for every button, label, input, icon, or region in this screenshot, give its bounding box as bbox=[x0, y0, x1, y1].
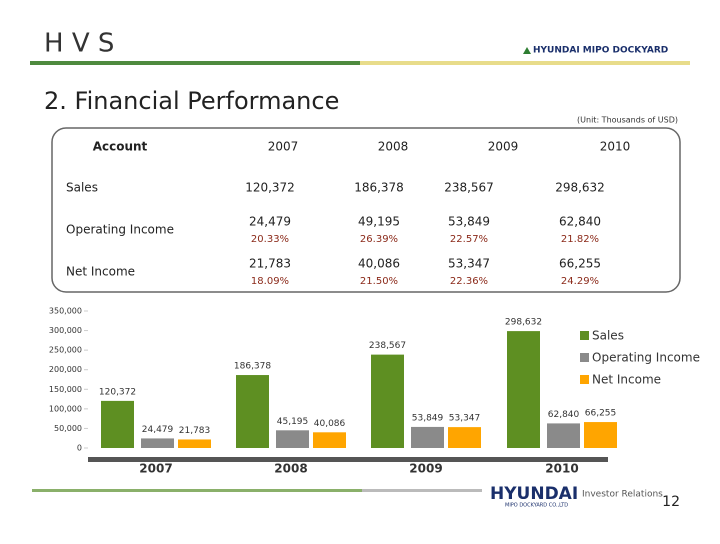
legend-label: Net Income bbox=[592, 373, 661, 387]
bar bbox=[371, 354, 404, 448]
slide-title: H V S bbox=[44, 29, 114, 59]
cell-ratio: 26.39% bbox=[360, 234, 398, 245]
legend-swatch bbox=[580, 353, 589, 362]
y-tick-label: 50,000 bbox=[54, 424, 82, 433]
footer-company: MIPO DOCKYARD CO.,LTD bbox=[505, 503, 568, 509]
cell-value: 53,849 bbox=[448, 215, 490, 229]
bar bbox=[547, 423, 580, 448]
row-label: Sales bbox=[66, 181, 98, 195]
cell-ratio: 18.09% bbox=[251, 276, 289, 287]
cell-ratio: 20.33% bbox=[251, 234, 289, 245]
footer-section: Investor Relations bbox=[582, 490, 663, 500]
y-tick-label: 250,000 bbox=[49, 346, 82, 355]
bar bbox=[141, 438, 174, 448]
x-tick-label: 2007 bbox=[139, 462, 172, 476]
bar bbox=[507, 331, 540, 448]
cell-value: 40,086 bbox=[358, 257, 400, 271]
bar bbox=[411, 426, 444, 448]
cell-ratio: 21.82% bbox=[561, 234, 599, 245]
y-tick-label: 300,000 bbox=[49, 326, 82, 335]
bar bbox=[101, 400, 134, 448]
legend-swatch bbox=[580, 331, 589, 340]
data-label: 298,632 bbox=[505, 318, 542, 328]
legend-label: Sales bbox=[592, 329, 624, 343]
column-header: Account bbox=[93, 140, 148, 154]
heading: 2. Financial Performance bbox=[44, 87, 339, 115]
bar bbox=[313, 432, 346, 448]
cell-ratio: 24.29% bbox=[561, 276, 599, 287]
page-number: 12 bbox=[662, 494, 680, 510]
row-label: Net Income bbox=[66, 265, 135, 279]
bar bbox=[448, 427, 481, 448]
y-tick-label: 150,000 bbox=[49, 385, 82, 394]
cell-value: 66,255 bbox=[559, 257, 601, 271]
logo: HYUNDAI MIPO DOCKYARD bbox=[533, 46, 668, 56]
legend-label: Operating Income bbox=[592, 351, 700, 365]
y-tick-label: 200,000 bbox=[49, 365, 82, 374]
data-label: 120,372 bbox=[99, 387, 136, 397]
y-tick-label: 100,000 bbox=[49, 404, 82, 413]
cell-value: 238,567 bbox=[444, 181, 494, 195]
x-tick-label: 2009 bbox=[409, 462, 442, 476]
table-frame bbox=[51, 127, 681, 293]
data-label: 40,086 bbox=[314, 419, 346, 429]
cell-ratio: 22.57% bbox=[450, 234, 488, 245]
footer-brand: HYUNDAI bbox=[490, 484, 578, 504]
unit-note: (Unit: Thousands of USD) bbox=[577, 116, 678, 125]
data-label: 238,567 bbox=[369, 341, 406, 351]
data-label: 53,849 bbox=[412, 413, 444, 423]
bar bbox=[276, 430, 309, 448]
y-tick-label: 0 bbox=[77, 444, 82, 453]
x-tick-label: 2008 bbox=[274, 462, 307, 476]
cell-value: 298,632 bbox=[555, 181, 605, 195]
data-label: 21,783 bbox=[179, 426, 211, 436]
legend-swatch bbox=[580, 375, 589, 384]
row-label: Operating Income bbox=[66, 223, 174, 237]
cell-value: 53,347 bbox=[448, 257, 490, 271]
data-label: 45,195 bbox=[277, 417, 309, 427]
rule bbox=[30, 61, 360, 65]
footer-rule bbox=[362, 489, 482, 492]
bar bbox=[584, 422, 617, 448]
cell-value: 186,378 bbox=[354, 181, 404, 195]
bar bbox=[236, 375, 269, 448]
column-header: 2010 bbox=[600, 140, 631, 154]
x-tick-label: 2010 bbox=[545, 462, 578, 476]
bar bbox=[178, 439, 211, 448]
cell-ratio: 22.36% bbox=[450, 276, 488, 287]
logo-mark bbox=[523, 47, 531, 54]
cell-value: 24,479 bbox=[249, 215, 291, 229]
cell-value: 62,840 bbox=[559, 215, 601, 229]
column-header: 2007 bbox=[268, 140, 299, 154]
data-label: 24,479 bbox=[142, 425, 174, 435]
cell-ratio: 21.50% bbox=[360, 276, 398, 287]
cell-value: 21,783 bbox=[249, 257, 291, 271]
x-axis-band bbox=[88, 457, 608, 462]
cell-value: 120,372 bbox=[245, 181, 295, 195]
data-label: 53,347 bbox=[449, 414, 481, 424]
data-label: 186,378 bbox=[234, 362, 271, 372]
column-header: 2009 bbox=[488, 140, 519, 154]
cell-value: 49,195 bbox=[358, 215, 400, 229]
data-label: 62,840 bbox=[548, 410, 580, 420]
rule bbox=[360, 61, 690, 65]
footer-rule bbox=[32, 489, 362, 492]
column-header: 2008 bbox=[378, 140, 409, 154]
y-tick-label: 350,000 bbox=[49, 307, 82, 316]
data-label: 66,255 bbox=[585, 409, 617, 419]
